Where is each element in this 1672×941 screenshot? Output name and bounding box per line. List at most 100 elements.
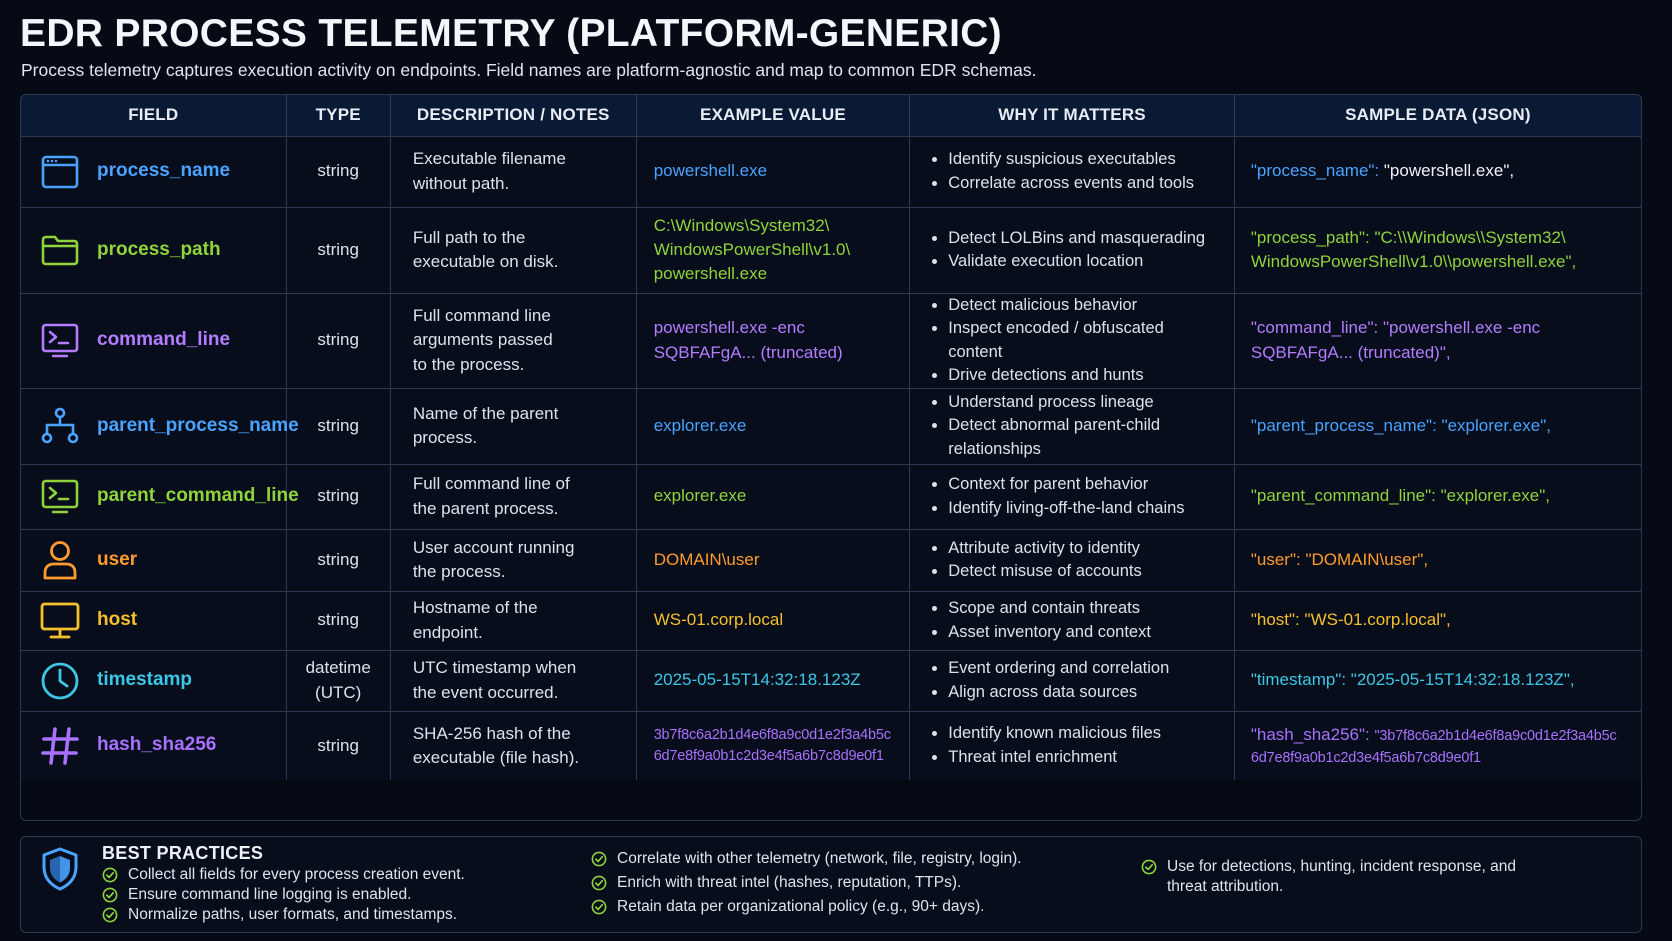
cell-why-it-matters: Event ordering and correlationAlign acro… — [909, 650, 1235, 712]
check-circle-icon — [102, 887, 118, 909]
cell-example-value: WS-01.corp.local — [636, 591, 911, 651]
json-key: "hash_sha256": — [1250, 725, 1370, 745]
cell-description: UTC timestamp when the event occurred. — [390, 650, 637, 712]
table-row-timestamp: timestamp datetime (UTC) UTC timestamp when… — [21, 650, 1641, 712]
header-sample-data: SAMPLE DATA (JSON) — [1234, 95, 1641, 137]
cell-description: Name of the parent process. — [390, 388, 637, 465]
json-value: "2025-05-15T14:32:18.123Z", — [1350, 670, 1575, 690]
cell-field: host — [21, 591, 287, 651]
best-practice-item: Normalize paths, user formats, and times… — [102, 905, 465, 925]
why-bullet: Detect misuse of accounts — [948, 560, 1220, 583]
cell-why-it-matters: Identify suspicious executablesCorrelate… — [909, 136, 1235, 208]
json-value-continued: SQBFAFgA... (truncated)", — [1250, 342, 1451, 362]
check-circle-icon — [1141, 859, 1157, 881]
cell-why-it-matters: Context for parent behaviorIdentify livi… — [909, 464, 1235, 530]
table-row-user: user string User account running the proces… — [21, 529, 1641, 592]
why-bullet: Context for parent behavior — [948, 473, 1220, 496]
json-key: "process_name": — [1250, 161, 1380, 181]
cell-why-it-matters: Detect LOLBins and masqueradingValidate … — [909, 207, 1235, 294]
why-bullet: Align across data sources — [948, 681, 1220, 704]
best-practices-title: BEST PRACTICES — [102, 843, 264, 863]
shield-icon — [41, 847, 79, 896]
cell-type: string — [286, 207, 391, 294]
json-value: "3b7f8c6a2b1d4e6f8a9c0d1e2f3a4b5c — [1374, 728, 1617, 745]
best-practices-column-2: Correlate with other telemetry (network,… — [591, 849, 1022, 921]
cell-sample-json: "timestamp": "2025-05-15T14:32:18.123Z", — [1234, 650, 1641, 712]
best-practices-panel: BEST PRACTICES Collect all fields for ev… — [20, 836, 1642, 933]
why-bullet: Detect abnormal parent-child relationshi… — [948, 414, 1220, 461]
cell-why-it-matters: Detect malicious behaviorInspect encoded… — [909, 293, 1235, 389]
cell-why-it-matters: Identify known malicious filesThreat int… — [909, 711, 1235, 780]
cell-sample-json: "command_line": "powershell.exe -enc SQBF… — [1234, 293, 1641, 389]
why-bullet: Identify living-off-the-land chains — [948, 497, 1220, 520]
page-subtitle: Process telemetry captures execution act… — [21, 60, 1037, 80]
user-icon — [39, 539, 81, 581]
best-practices-column-3: Use for detections, hunting, incident re… — [1141, 857, 1541, 897]
cell-type: string — [286, 591, 391, 651]
field-name: hash_sha256 — [97, 734, 217, 756]
header-why-it-matters: WHY IT MATTERS — [909, 95, 1235, 137]
field-name: parent_process_name — [97, 414, 299, 436]
why-bullet: Scope and contain threats — [948, 597, 1220, 620]
header-type: TYPE — [286, 95, 391, 137]
best-practice-text: Correlate with other telemetry (network,… — [617, 850, 1022, 867]
json-value-continued: WindowsPowerShell\v1.0\\powershell.exe", — [1250, 252, 1577, 271]
best-practice-item: Correlate with other telemetry (network,… — [591, 849, 1022, 873]
cell-field: command_line — [21, 293, 287, 389]
table-row-hash-sha256: hash_sha256 string SHA-256 hash of the exec… — [21, 711, 1641, 780]
field-name: host — [97, 609, 138, 631]
best-practice-item: Use for detections, hunting, incident re… — [1141, 857, 1541, 897]
check-circle-icon — [102, 907, 118, 929]
json-value: "DOMAIN\user", — [1305, 549, 1429, 569]
cell-example-value: explorer.exe — [636, 388, 911, 465]
why-bullet: Inspect encoded / obfuscated content — [948, 317, 1220, 364]
folder-icon — [39, 229, 81, 271]
cell-why-it-matters: Attribute activity to identityDetect mis… — [909, 529, 1235, 592]
cell-sample-json: "parent_process_name": "explorer.exe", — [1234, 388, 1641, 465]
cell-type: string — [286, 529, 391, 592]
field-name: process_path — [97, 238, 221, 260]
cell-field: process_name — [21, 136, 287, 208]
table-row-process-name: process_name string Executable filename wit… — [21, 136, 1641, 208]
cell-example-value: explorer.exe — [636, 464, 911, 530]
table-row-command-line: command_line string Full command line argum… — [21, 293, 1641, 389]
field-name: process_name — [97, 160, 231, 182]
json-value: "C:\\Windows\\System32\ — [1374, 227, 1566, 247]
cell-field: hash_sha256 — [21, 711, 287, 780]
hierarchy-icon — [39, 405, 81, 447]
header-description: DESCRIPTION / NOTES — [390, 95, 637, 137]
best-practice-text: Ensure command line logging is enabled. — [128, 886, 412, 903]
why-bullet: Event ordering and correlation — [948, 657, 1220, 680]
cell-field: process_path — [21, 207, 287, 294]
cell-example-value: C:\Windows\System32\ WindowsPowerShell\v1… — [636, 207, 911, 294]
cell-field: parent_command_line — [21, 464, 299, 530]
window-icon — [39, 151, 81, 193]
cell-sample-json: "host": "WS-01.corp.local", — [1234, 591, 1641, 651]
best-practice-item: Collect all fields for every process cre… — [102, 865, 465, 885]
why-bullet: Understand process lineage — [948, 391, 1220, 414]
best-practice-text: Use for detections, hunting, incident re… — [1167, 858, 1516, 895]
cell-field: user — [21, 529, 287, 592]
cell-example-value: 3b7f8c6a2b1d4e6f8a9c0d1e2f3a4b5c 6d7e8f9a… — [636, 711, 911, 780]
check-circle-icon — [591, 851, 607, 873]
cell-sample-json: "process_name": "powershell.exe", — [1234, 136, 1641, 208]
field-name: timestamp — [97, 669, 193, 691]
header-field: FIELD — [21, 95, 287, 137]
table-row-parent-process-name: parent_process_name string Name of the par… — [21, 388, 1641, 465]
json-value: "explorer.exe", — [1440, 486, 1551, 506]
json-value: "WS-01.corp.local", — [1304, 610, 1451, 630]
cell-sample-json: "process_path": "C:\\Windows\\System32\ W… — [1234, 207, 1641, 294]
table-body: process_name string Executable filename wit… — [21, 136, 1641, 780]
header-example-value: EXAMPLE VALUE — [636, 95, 911, 137]
best-practices-column-1: Collect all fields for every process cre… — [102, 865, 465, 925]
cell-field: parent_process_name — [21, 388, 299, 465]
best-practice-item: Retain data per organizational policy (e… — [591, 897, 1022, 921]
why-bullet: Detect malicious behavior — [948, 294, 1220, 317]
field-name: user — [97, 548, 138, 570]
why-bullet: Attribute activity to identity — [948, 537, 1220, 560]
cell-sample-json: "parent_command_line": "explorer.exe", — [1234, 464, 1641, 530]
json-key: "parent_process_name": — [1250, 415, 1437, 435]
table-row-parent-command-line: parent_command_line string Full command li… — [21, 464, 1641, 530]
check-circle-icon — [591, 875, 607, 897]
terminal-icon — [39, 320, 81, 362]
